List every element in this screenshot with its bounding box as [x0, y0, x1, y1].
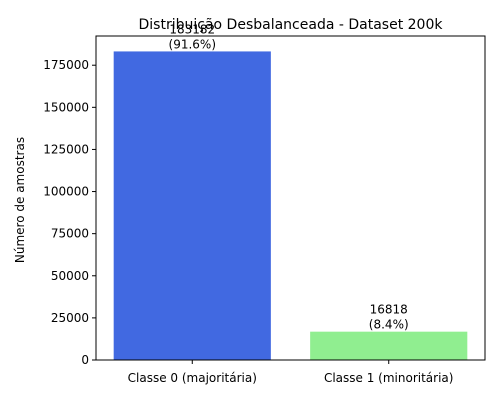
y-axis: 0 25000 50000 75000 100000 125000 150000 175000	[43, 58, 96, 367]
y-tick-label: 25000	[51, 311, 89, 325]
data-label-count: 183182	[169, 22, 215, 36]
y-tick-label: 100000	[43, 185, 89, 199]
x-axis: Classe 0 (majoritária) Classe 1 (minoritá…	[128, 360, 454, 385]
y-tick-label: 50000	[51, 269, 89, 283]
data-label-percent: (91.6%)	[169, 37, 216, 51]
y-tick-label: 150000	[43, 100, 89, 114]
y-tick-label: 0	[81, 353, 89, 367]
data-label-percent: (8.4%)	[369, 318, 409, 332]
x-tick-label: Classe 1 (minoritária)	[324, 371, 454, 385]
data-label-count: 16818	[370, 303, 408, 317]
y-tick-label: 75000	[51, 227, 89, 241]
y-axis-label: Número de amostras	[13, 137, 27, 263]
chart-title: Distribuição Desbalanceada - Dataset 200…	[139, 17, 444, 33]
bars-layer	[113, 51, 468, 360]
bar-1	[310, 331, 468, 360]
y-tick-label: 125000	[43, 142, 89, 156]
y-tick-label: 175000	[43, 58, 89, 72]
plot-frame	[95, 35, 486, 361]
data-labels-layer: 183182(91.6%) 16818(8.4%)	[169, 22, 409, 331]
x-tick-label: Classe 0 (majoritária)	[128, 371, 257, 385]
bar-0	[113, 51, 271, 360]
